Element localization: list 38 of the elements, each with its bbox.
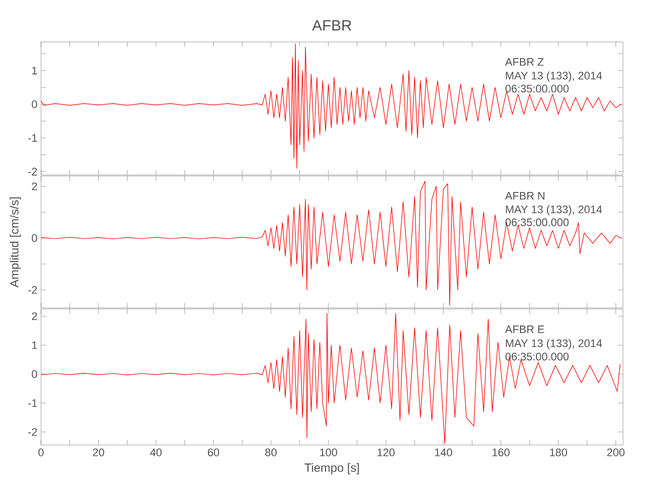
- y-tick-label: 2: [32, 182, 37, 190]
- x-axis-title: Tiempo [s]: [304, 463, 359, 474]
- line-series: [41, 313, 620, 444]
- x-tick-label: 200: [607, 448, 625, 456]
- y-tick-label: 1: [32, 341, 37, 349]
- y-tick-label: -2: [28, 168, 37, 176]
- annotation: AFBR Z: [505, 58, 544, 66]
- x-tick-label: 100: [320, 448, 338, 456]
- annotation: AFBR N: [505, 192, 544, 200]
- x-tick-label: 60: [208, 448, 220, 456]
- line-series: [41, 180, 622, 306]
- annotation: 06:35:00.000: [505, 84, 569, 93]
- y-tick-label: 0: [32, 100, 38, 108]
- y-tick-label: 0: [32, 234, 38, 242]
- y-tick-label: -1: [28, 134, 37, 142]
- line-series: [41, 43, 622, 169]
- y-tick-label: 2: [32, 312, 37, 320]
- y-tick-label: -2: [28, 428, 37, 436]
- x-tick-label: 40: [150, 448, 162, 456]
- chart-title: AFBR: [312, 20, 352, 30]
- annotation: MAY 13 (133), 2014: [506, 71, 602, 82]
- y-tick-label: 0: [32, 370, 38, 378]
- x-tick-label: 0: [38, 448, 44, 456]
- annotation: 06:35:00.000: [505, 352, 569, 360]
- x-tick-label: 120: [378, 448, 395, 456]
- annotation: MAY 13 (133), 2014: [506, 205, 602, 216]
- y-tick-label: 1: [32, 66, 37, 74]
- annotation: 06:35:00.000: [505, 218, 569, 226]
- y-axis-title: Amplitud [cm/s/s]: [10, 197, 21, 288]
- x-tick-label: 180: [550, 448, 568, 456]
- y-tick-label: -1: [28, 399, 37, 407]
- annotation: MAY 13 (133), 2014: [506, 339, 602, 350]
- x-tick-label: 20: [92, 448, 104, 456]
- y-tick-label: -2: [28, 286, 37, 294]
- x-tick-label: 160: [492, 448, 510, 456]
- annotation: AFBR E: [505, 326, 544, 334]
- x-tick-label: 140: [435, 448, 452, 456]
- x-tick-label: 80: [265, 448, 277, 456]
